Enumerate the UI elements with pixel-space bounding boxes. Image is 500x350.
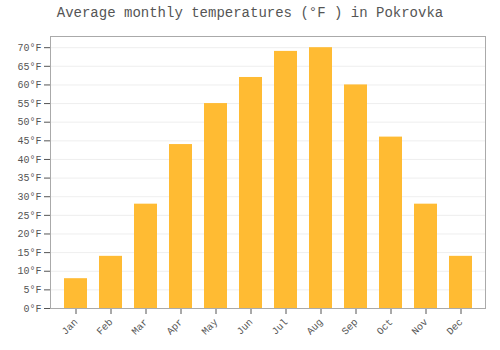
svg-text:15°F: 15°F xyxy=(17,248,41,259)
svg-text:Jun: Jun xyxy=(235,317,256,338)
svg-text:60°F: 60°F xyxy=(17,80,41,91)
svg-text:30°F: 30°F xyxy=(17,192,41,203)
svg-text:20°F: 20°F xyxy=(17,229,41,240)
svg-text:Aug: Aug xyxy=(305,317,326,338)
html-text:Average monthly temperatures (: Average monthly temperatures (°F ) in Po… xyxy=(56,5,444,21)
svg-text:Apr: Apr xyxy=(165,317,186,338)
svg-text:Dec: Dec xyxy=(445,317,466,338)
svg-text:40°F: 40°F xyxy=(17,155,41,166)
svg-text:May: May xyxy=(200,317,221,338)
svg-text:Oct: Oct xyxy=(375,317,396,338)
svg-text:Mar: Mar xyxy=(130,317,151,338)
svg-text:Nov: Nov xyxy=(410,317,431,338)
svg-text:Jul: Jul xyxy=(270,317,291,338)
svg-text:Sep: Sep xyxy=(340,317,361,338)
svg-text:50°F: 50°F xyxy=(17,117,41,128)
svg-text:10°F: 10°F xyxy=(17,266,41,277)
svg-text:55°F: 55°F xyxy=(17,99,41,110)
svg-text:45°F: 45°F xyxy=(17,136,41,147)
svg-text:70°F: 70°F xyxy=(17,43,41,54)
svg-text:Jan: Jan xyxy=(60,317,81,338)
svg-text:35°F: 35°F xyxy=(17,173,41,184)
svg-text:0°F: 0°F xyxy=(23,304,41,315)
svg-text:Feb: Feb xyxy=(95,317,116,338)
svg-text:5°F: 5°F xyxy=(23,285,41,296)
svg-text:25°F: 25°F xyxy=(17,211,41,222)
svg-text:65°F: 65°F xyxy=(17,62,41,73)
